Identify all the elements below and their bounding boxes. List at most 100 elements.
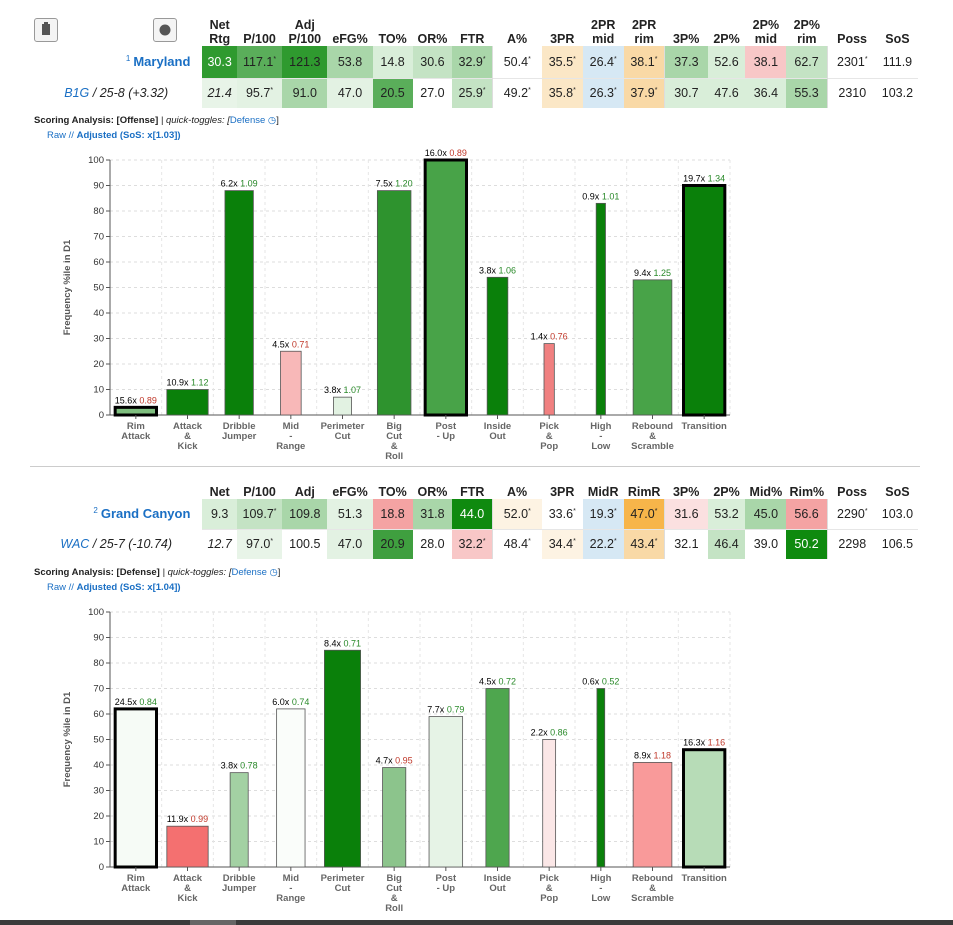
stat-cell: 50.2: [786, 528, 828, 559]
column-header[interactable]: Poss: [837, 485, 867, 499]
stat-cell: 52.0*: [491, 499, 542, 529]
bar-freq-label: 3.8x: [479, 265, 499, 275]
stat-cell: 36.4: [745, 77, 787, 108]
bar-eff-label: 1.01: [602, 191, 620, 201]
stat-cell: 91.0: [282, 77, 328, 108]
column-header[interactable]: A%: [506, 32, 528, 46]
bar-freq-label: 7.5x: [376, 179, 396, 189]
asterisk: *: [270, 538, 274, 546]
column-header[interactable]: SoS: [885, 32, 910, 46]
team-link[interactable]: Maryland: [133, 54, 191, 70]
bar-freq-label: 4.7x: [376, 756, 396, 766]
clock-icon: ◷: [266, 567, 278, 578]
column-header[interactable]: P/100: [243, 485, 276, 499]
analysis2-defense-link[interactable]: Defense: [231, 567, 267, 578]
stat-cell: 30.3: [202, 46, 237, 78]
team-name[interactable]: 1 Maryland: [30, 46, 202, 78]
column-header[interactable]: 2P% mid: [752, 18, 780, 46]
column-header[interactable]: TO%: [378, 485, 407, 499]
x-tick-label: Scramble: [631, 441, 674, 452]
column-header[interactable]: OR%: [417, 32, 448, 46]
stat-cell: 21.4: [202, 77, 237, 108]
column-header[interactable]: Net Rtg: [209, 18, 231, 46]
bar-label: 6.0x 0.74: [272, 697, 309, 707]
stat-cell: 2298: [826, 528, 877, 559]
column-header[interactable]: eFG%: [332, 32, 368, 46]
x-tick-label: High: [590, 873, 611, 884]
team-link[interactable]: Grand Canyon: [100, 506, 191, 522]
column-header[interactable]: 2P%: [713, 485, 740, 499]
x-tick-label: Cut: [386, 431, 403, 442]
x-tick-label: Jumper: [222, 431, 257, 442]
bar-label: 3.8x 1.06: [479, 265, 516, 275]
bar: [166, 825, 209, 868]
column-header[interactable]: Adj P/100: [288, 18, 322, 46]
x-tick-label: Big: [387, 421, 403, 432]
y-tick-label: 50: [93, 735, 104, 746]
column-header[interactable]: 2P% rim: [793, 18, 821, 46]
bar-freq-label: 6.0x: [272, 697, 292, 707]
stat-cell: 109.8: [282, 499, 328, 529]
stat-cell: 2301*: [826, 46, 877, 78]
raw-link-2[interactable]: Raw: [47, 582, 67, 593]
column-header[interactable]: 2PR mid: [591, 18, 616, 46]
column-header[interactable]: Adj: [294, 485, 315, 499]
stat-cell: 38.1*: [623, 46, 665, 78]
conference-link[interactable]: WAC: [60, 537, 90, 551]
x-tick-label: &: [391, 441, 398, 452]
asterisk: *: [614, 87, 617, 95]
x-tick-label: Rim: [127, 421, 145, 432]
taskbar-item[interactable]: [190, 920, 236, 925]
column-header[interactable]: FTR: [460, 32, 485, 46]
y-tick-label: 70: [93, 232, 104, 243]
column-header[interactable]: 3P%: [672, 32, 700, 46]
x-tick-label: Inside: [484, 873, 511, 884]
stat-cell: 53.8: [327, 46, 373, 78]
column-header[interactable]: 3P%: [672, 485, 700, 499]
bar-freq-label: 11.9x: [167, 814, 191, 824]
stat-cell: 14.8: [372, 46, 413, 78]
column-header[interactable]: OR%: [417, 485, 448, 499]
column-header[interactable]: TO%: [378, 32, 407, 46]
team-conference: WAC / 25-7 (-10.74): [30, 529, 202, 559]
adjusted-link-1[interactable]: Adjusted (SoS: x[1.03]): [76, 130, 181, 141]
x-tick-label: -: [599, 431, 602, 442]
column-header[interactable]: 3PR: [550, 32, 575, 46]
column-header[interactable]: A%: [506, 485, 528, 499]
column-header[interactable]: P/100: [243, 32, 276, 46]
column-header[interactable]: eFG%: [332, 485, 368, 499]
bar-label: 19.7x 1.34: [683, 174, 725, 184]
column-header[interactable]: 2PR rim: [631, 18, 657, 46]
y-tick-label: 50: [93, 283, 104, 294]
x-tick-label: Rebound: [632, 421, 673, 432]
bar-freq-label: 19.7x: [683, 174, 708, 184]
adjusted-link-2[interactable]: Adjusted (SoS: x[1.04]): [76, 582, 181, 593]
clipboard-button[interactable]: [34, 18, 58, 42]
column-header[interactable]: Net: [209, 485, 230, 499]
stat-cell: 55.3: [786, 77, 828, 108]
column-header[interactable]: FTR: [460, 485, 485, 499]
column-header[interactable]: Poss: [837, 32, 867, 46]
bar: [382, 767, 407, 868]
bar-eff-label: 1.16: [708, 738, 726, 748]
stat-cell: 48.4*: [491, 528, 542, 559]
column-header[interactable]: SoS: [885, 485, 910, 499]
analysis1-defense-link[interactable]: Defense: [229, 115, 266, 126]
team-name[interactable]: 2 Grand Canyon: [30, 499, 202, 529]
bar-freq-label: 3.8x: [324, 385, 344, 395]
raw-link-1[interactable]: Raw: [47, 130, 67, 141]
stat-cell: 35.5*: [541, 46, 583, 78]
column-header[interactable]: 3PR: [550, 485, 575, 499]
stat-cell: 49.2*: [491, 77, 542, 108]
y-tick-label: 80: [93, 658, 104, 669]
asterisk: *: [482, 55, 486, 63]
taskbar: [0, 920, 953, 925]
conference-link[interactable]: B1G: [64, 86, 90, 100]
stat-cell: 43.4*: [623, 528, 665, 559]
column-header[interactable]: MidR: [587, 485, 619, 499]
column-header[interactable]: Mid%: [749, 485, 783, 499]
column-header[interactable]: 2P%: [713, 32, 740, 46]
record-button[interactable]: [153, 18, 177, 42]
column-header[interactable]: RimR: [627, 485, 661, 499]
column-header[interactable]: Rim%: [789, 485, 825, 499]
